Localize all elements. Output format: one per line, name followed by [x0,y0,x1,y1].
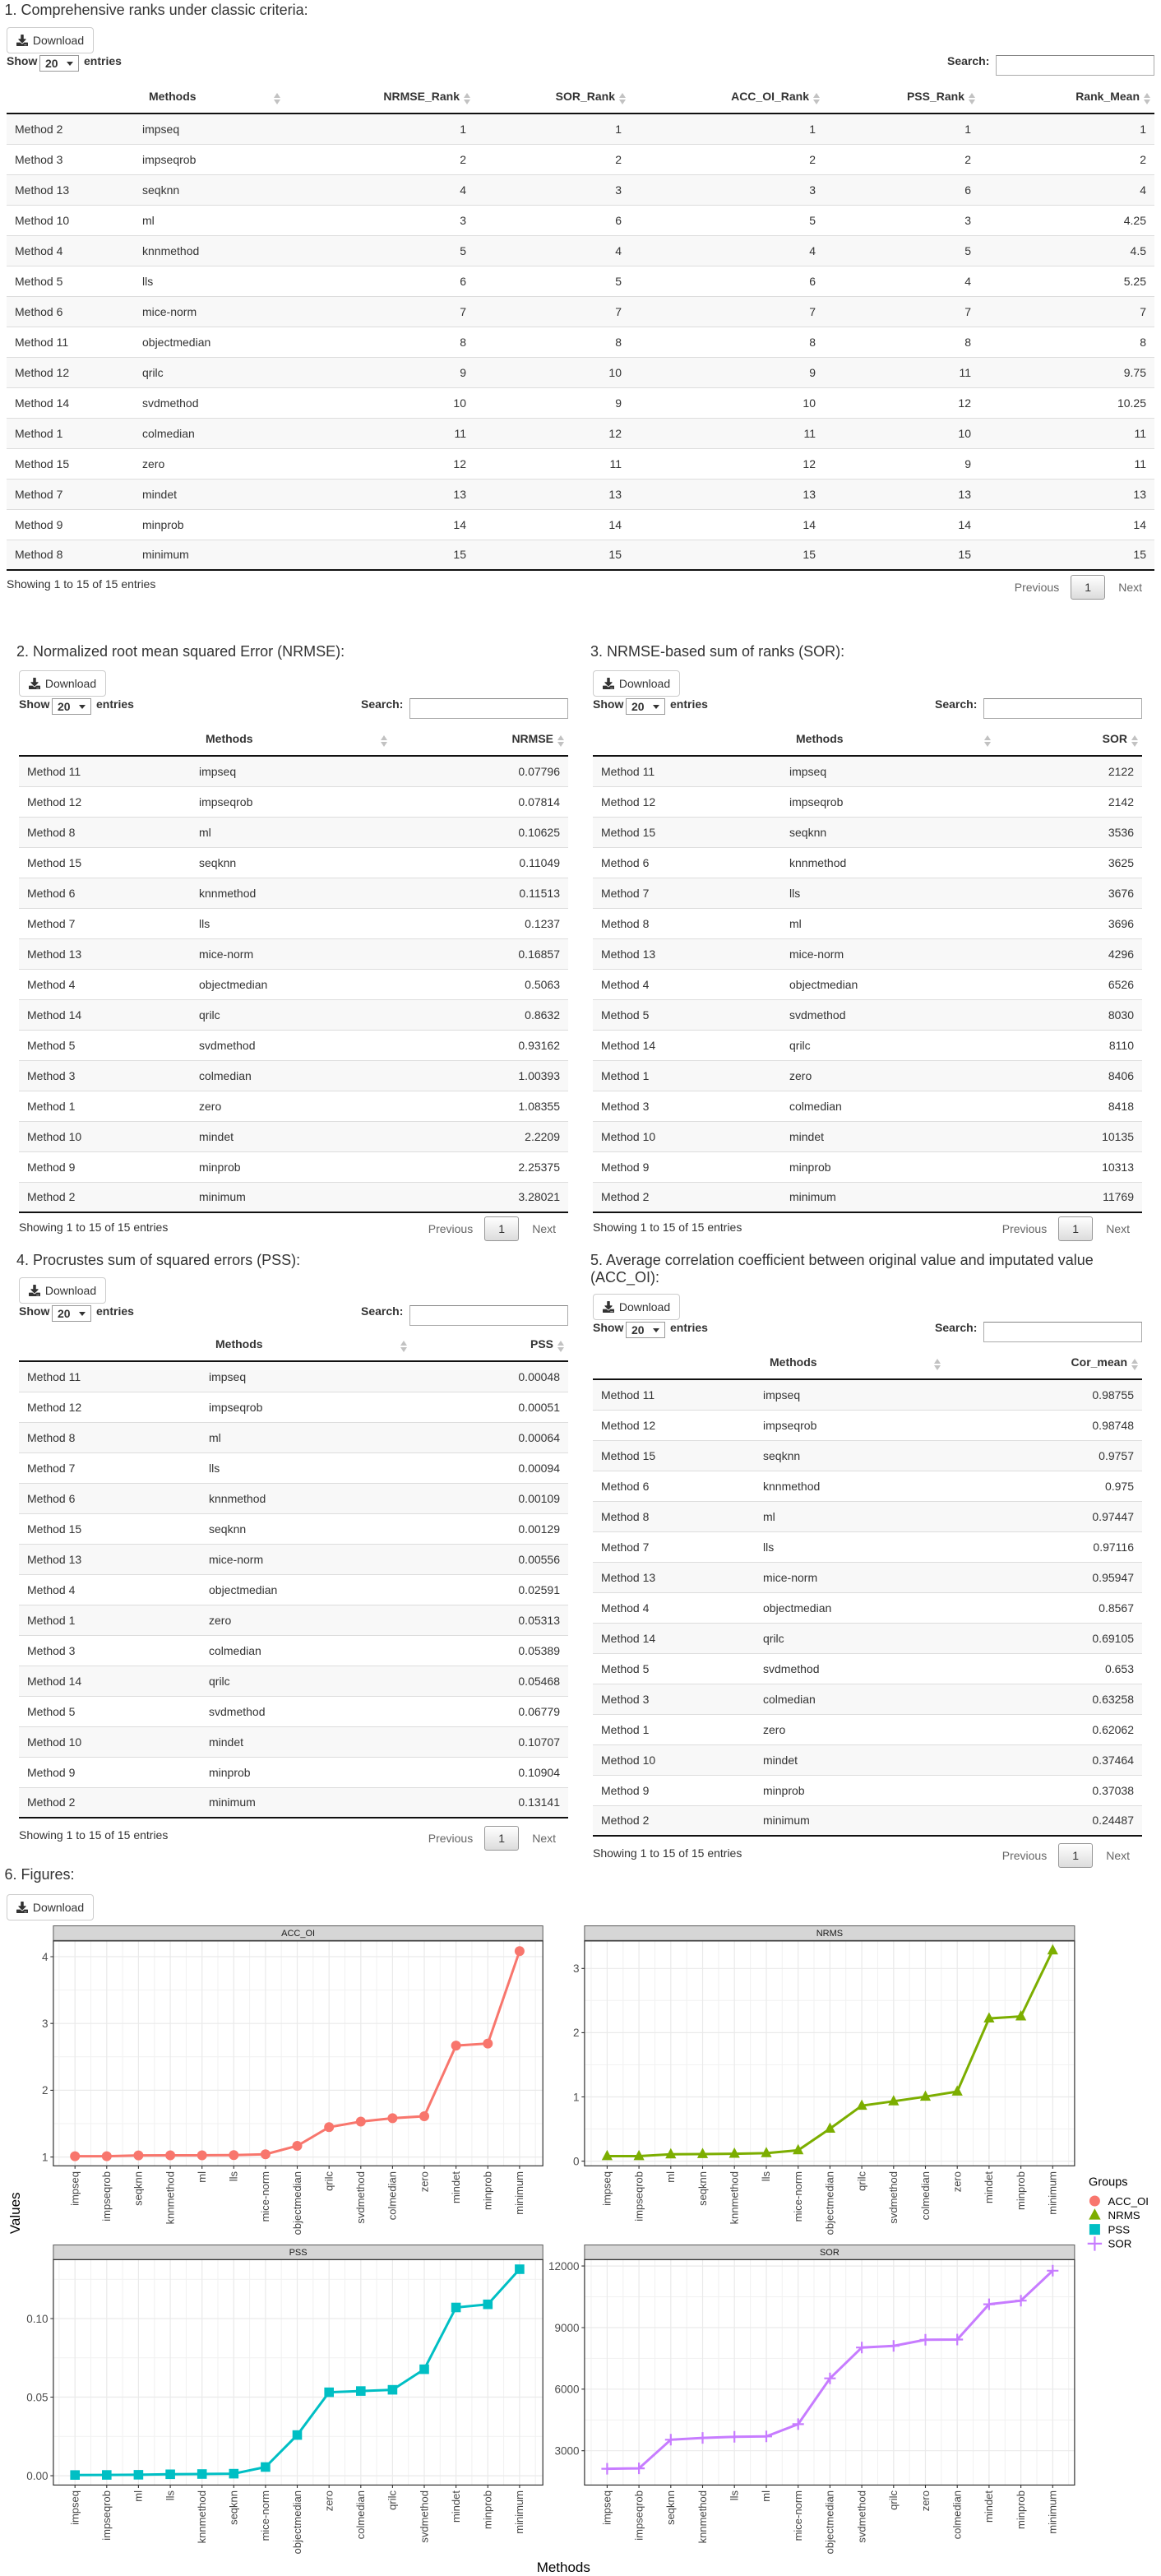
svg-text:mindet: mindet [450,2171,462,2203]
svg-text:0.00: 0.00 [26,2470,48,2482]
svg-text:impseq: impseq [69,2490,81,2525]
svg-text:0.10: 0.10 [26,2313,48,2325]
svg-text:minimum: minimum [513,2171,525,2215]
svg-text:lls: lls [729,2490,741,2501]
svg-text:3: 3 [573,1962,580,1975]
svg-text:0: 0 [573,2155,580,2167]
svg-text:seqknn: seqknn [696,2171,709,2206]
svg-text:colmedian: colmedian [951,2490,964,2539]
svg-text:mice-norm: mice-norm [792,2171,804,2222]
svg-text:minprob: minprob [1015,2490,1027,2529]
svg-text:colmedian: colmedian [919,2171,932,2220]
svg-text:seqknn: seqknn [664,2490,677,2525]
svg-text:mindet: mindet [450,2490,462,2523]
svg-text:Values: Values [7,2192,23,2234]
svg-text:mice-norm: mice-norm [259,2171,271,2222]
svg-text:3000: 3000 [554,2445,579,2458]
svg-text:impseqrob: impseqrob [632,2490,645,2541]
svg-text:ml: ml [664,2171,677,2183]
svg-text:mindet: mindet [983,2171,995,2203]
svg-text:lls: lls [164,2490,176,2501]
svg-text:ACC_OI: ACC_OI [1108,2195,1149,2208]
svg-text:zero: zero [323,2490,335,2511]
svg-text:qrilc: qrilc [855,2171,867,2191]
svg-text:1: 1 [573,2091,580,2103]
svg-text:minimum: minimum [1047,2490,1059,2534]
svg-text:ml: ml [132,2490,145,2502]
svg-text:mice-norm: mice-norm [259,2490,271,2541]
svg-text:seqknn: seqknn [228,2490,240,2525]
svg-text:qrilc: qrilc [386,2490,399,2510]
svg-text:9000: 9000 [554,2322,579,2334]
svg-text:zero: zero [919,2490,932,2511]
svg-text:1: 1 [42,2151,49,2163]
svg-text:minimum: minimum [513,2490,525,2534]
svg-text:Groups: Groups [1089,2176,1128,2189]
svg-text:minprob: minprob [482,2171,494,2210]
svg-text:colmedian: colmedian [354,2490,367,2539]
svg-text:12000: 12000 [548,2260,580,2273]
svg-text:0.05: 0.05 [26,2391,48,2403]
svg-text:SOR: SOR [1108,2238,1132,2250]
svg-text:objectmedian: objectmedian [291,2490,303,2554]
svg-text:qrilc: qrilc [323,2171,335,2191]
svg-text:mice-norm: mice-norm [792,2490,804,2541]
svg-text:impseqrob: impseqrob [100,2490,113,2541]
svg-text:zero: zero [418,2171,430,2192]
svg-text:svdmethod: svdmethod [887,2171,900,2224]
svg-text:knnmethod: knnmethod [696,2490,709,2543]
svg-text:ml: ml [196,2171,208,2183]
svg-text:knnmethod: knnmethod [729,2171,741,2224]
svg-text:mindet: mindet [983,2490,995,2523]
svg-text:ACC_OI: ACC_OI [281,1929,315,1939]
svg-text:svdmethod: svdmethod [354,2171,367,2224]
svg-text:3: 3 [42,2018,49,2030]
svg-text:qrilc: qrilc [887,2490,900,2510]
svg-text:NRMS: NRMS [816,1929,843,1939]
svg-text:svdmethod: svdmethod [855,2490,867,2543]
svg-text:NRMS: NRMS [1108,2209,1140,2222]
svg-text:4: 4 [42,1951,49,1963]
svg-text:PSS: PSS [289,2248,308,2258]
svg-text:PSS: PSS [1108,2223,1131,2235]
svg-text:seqknn: seqknn [132,2171,145,2206]
svg-text:impseq: impseq [601,2490,613,2525]
svg-text:2: 2 [42,2084,49,2096]
svg-text:SOR: SOR [820,2248,840,2258]
svg-text:6000: 6000 [554,2384,579,2396]
svg-text:knnmethod: knnmethod [196,2490,208,2543]
svg-text:impseqrob: impseqrob [100,2171,113,2222]
svg-text:lls: lls [228,2171,240,2182]
svg-text:objectmedian: objectmedian [824,2171,836,2235]
svg-text:minimum: minimum [1047,2171,1059,2215]
svg-text:Methods: Methods [537,2560,590,2575]
svg-text:2: 2 [573,2027,580,2039]
svg-text:svdmethod: svdmethod [418,2490,430,2543]
svg-text:objectmedian: objectmedian [291,2171,303,2235]
svg-text:ml: ml [760,2490,772,2502]
svg-text:lls: lls [760,2171,772,2182]
svg-text:colmedian: colmedian [386,2171,399,2220]
svg-text:impseq: impseq [601,2171,613,2206]
svg-text:objectmedian: objectmedian [824,2490,836,2554]
svg-text:zero: zero [951,2171,964,2192]
svg-text:impseqrob: impseqrob [632,2171,645,2222]
svg-text:minprob: minprob [1015,2171,1027,2210]
svg-text:minprob: minprob [482,2490,494,2529]
svg-text:knnmethod: knnmethod [164,2171,176,2224]
svg-text:impseq: impseq [69,2171,81,2206]
